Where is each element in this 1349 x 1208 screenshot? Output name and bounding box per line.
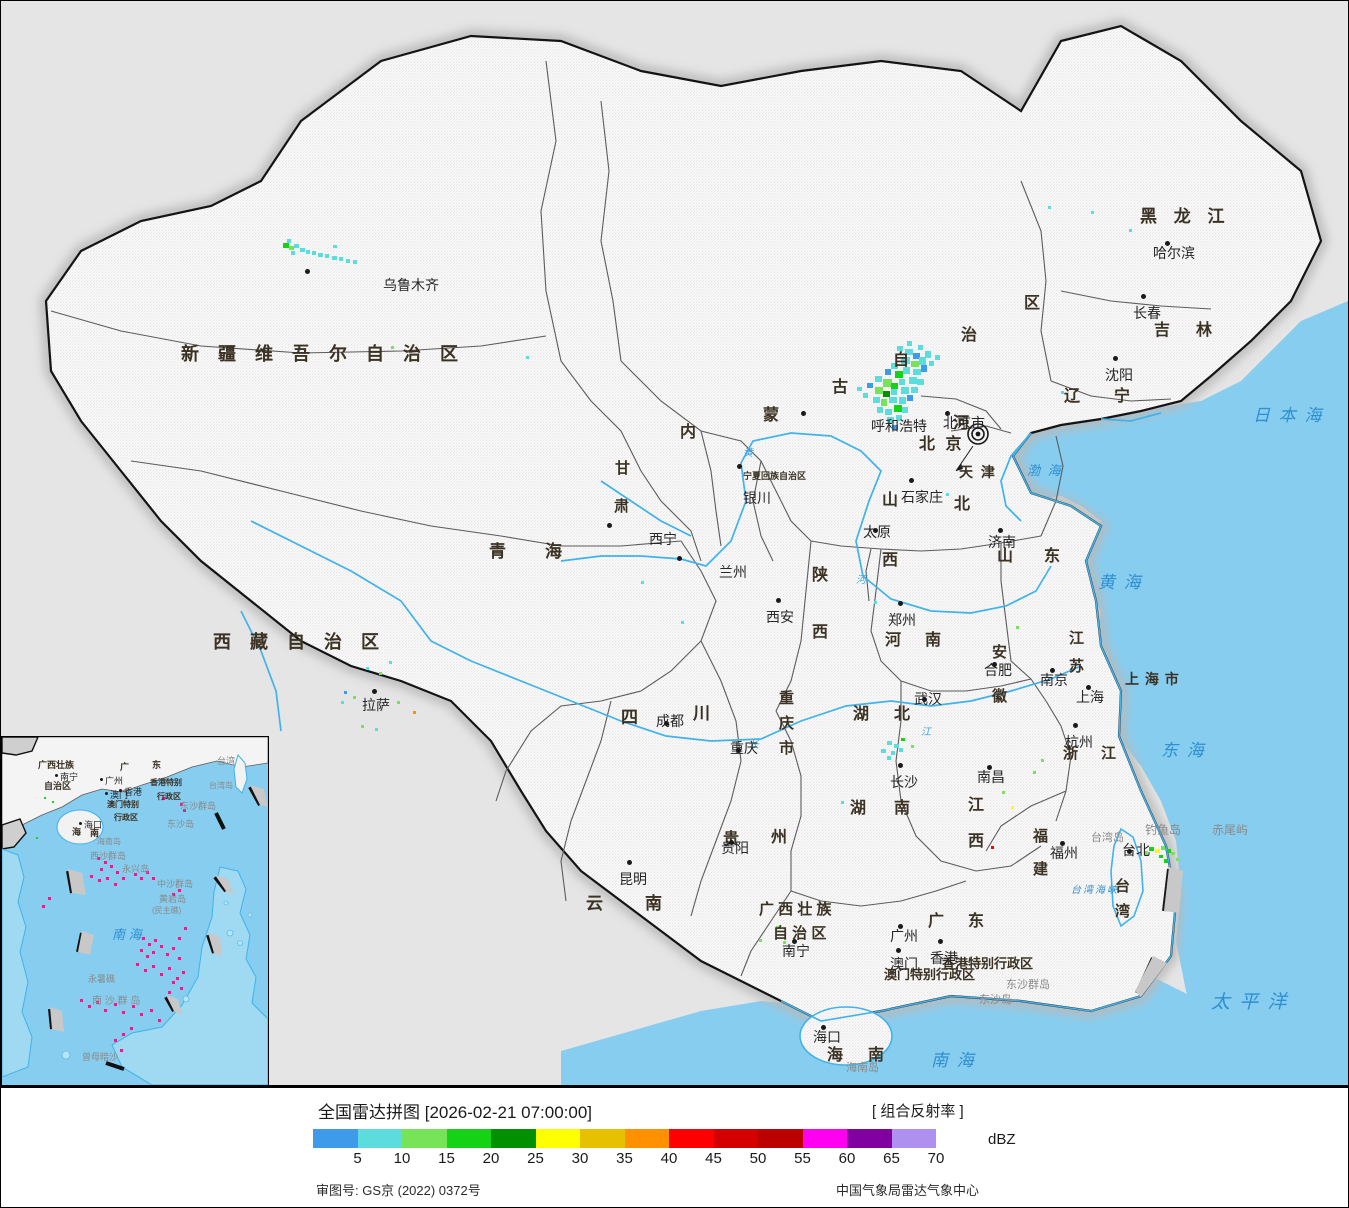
inset-city-marker-海口 (79, 822, 82, 825)
city-marker-郑州 (898, 601, 903, 606)
city-marker-呼和浩特 (801, 411, 806, 416)
city-marker-海口 (821, 1025, 826, 1030)
city-marker-银川 (737, 464, 742, 469)
city-marker-杭州 (1073, 723, 1078, 728)
colorbar-swatch-10[interactable] (758, 1129, 803, 1148)
map-approval-number: 审图号: GS京 (2022) 0372号 (316, 1183, 481, 1198)
colorbar-tick-25: 25 (527, 1150, 544, 1167)
south-china-sea-inset[interactable]: 广西壮族 自治区广东香港特别 行政区 澳门特别 行政区海南台湾 台湾岛 海南岛 东沙群岛 东沙岛… (1, 736, 269, 1085)
city-marker-长沙 (898, 763, 903, 768)
city-marker-沈阳 (1113, 356, 1118, 361)
city-marker-南昌 (987, 765, 992, 770)
legend-title: 全国雷达拼图 [2026-02-21 07:00:00] (318, 1103, 593, 1122)
reef-markers (42, 797, 187, 1052)
city-marker-广州 (898, 924, 903, 929)
colorbar-swatch-3[interactable] (446, 1129, 491, 1148)
city-marker-西安 (776, 598, 781, 603)
colorbar-tick-35: 35 (616, 1150, 633, 1167)
echo-hunan (881, 738, 914, 760)
colorbar-swatch-0[interactable] (313, 1129, 358, 1148)
inset-city-marker-澳门 (105, 792, 108, 795)
city-marker-澳门 (896, 948, 901, 953)
echo-scattered (391, 206, 1132, 944)
city-marker-武汉 (922, 697, 927, 702)
boundary-mark-shadows (1135, 867, 1183, 997)
colorbar-swatch-6[interactable] (580, 1129, 625, 1148)
city-marker-合肥 (992, 662, 997, 667)
river-layer (240, 412, 1162, 742)
city-marker-香港 (938, 939, 943, 944)
inset-city-marker-香港 (119, 789, 122, 792)
colorbar-swatch-4[interactable] (491, 1129, 536, 1148)
echo-xinjiang (283, 239, 357, 264)
city-marker-济南 (998, 528, 1003, 533)
city-marker-北京市 (945, 411, 950, 416)
colorbar-tick-15: 15 (438, 1150, 455, 1167)
city-marker-拉萨 (372, 689, 377, 694)
nine-dash-shadow (50, 785, 268, 1032)
city-marker-重庆 (736, 748, 741, 753)
colorbar-tick-55: 55 (794, 1150, 811, 1167)
inset-graphics (2, 737, 268, 1085)
colorbar-tick-70: 70 (927, 1150, 945, 1167)
city-marker-昆明 (627, 860, 632, 865)
city-marker-成都 (664, 721, 669, 726)
city-marker-乌鲁木齐 (305, 269, 310, 274)
colorbar-tick-5: 5 (353, 1150, 362, 1167)
dbz-colorbar[interactable] (313, 1129, 981, 1148)
city-marker-太原 (873, 528, 878, 533)
city-marker-福州 (1060, 841, 1065, 846)
coastline (780, 432, 1177, 1022)
publisher-name: 中国气象局雷达气象中心 (836, 1183, 980, 1198)
city-marker-上海 (1086, 685, 1091, 690)
colorbar-tick-45: 45 (705, 1150, 722, 1167)
inset-city-marker-南宁 (55, 774, 58, 777)
china-radar-map[interactable]: 新 疆 维 吾 尔 自 治 区西 藏 自 治 区青海甘肃四川云南贵州广 西 壮 … (0, 0, 1349, 1086)
colorbar-tick-40: 40 (660, 1150, 678, 1167)
colorbar-tick-50: 50 (749, 1150, 767, 1167)
colorbar-tick-10: 10 (393, 1150, 411, 1167)
dbz-unit-label: dBZ (988, 1131, 1016, 1148)
colorbar-tick-65: 65 (883, 1150, 900, 1167)
colorbar-swatch-5[interactable] (535, 1129, 580, 1148)
colorbar-swatch-7[interactable] (624, 1129, 669, 1148)
inset-city-marker-广州 (100, 778, 103, 781)
echo-inner-mongolia (857, 341, 940, 430)
echo-tibet (341, 661, 416, 731)
city-marker-哈尔滨 (1165, 241, 1170, 246)
city-marker-台北 (1127, 849, 1132, 854)
colorbar-swatch-2[interactable] (402, 1129, 447, 1148)
province-boundaries (50, 60, 1212, 977)
colorbar-tick-30: 30 (571, 1150, 589, 1167)
city-marker-贵阳 (729, 840, 734, 845)
city-marker-南宁 (792, 939, 797, 944)
city-marker-西宁 (607, 523, 612, 528)
legend-product-label: [ 组合反射率 ] (872, 1103, 964, 1120)
city-marker-长春 (1141, 294, 1146, 299)
city-marker-南京 (1050, 668, 1055, 673)
colorbar-swatch-8[interactable] (669, 1129, 714, 1148)
radar-echo-layer (283, 206, 1179, 944)
colorbar-swatch-14[interactable] (936, 1129, 981, 1148)
echo-taiwan-ne (1144, 846, 1179, 863)
colorbar-swatch-9[interactable] (713, 1129, 758, 1148)
colorbar-swatch-13[interactable] (891, 1129, 936, 1148)
colorbar-swatch-12[interactable] (847, 1129, 892, 1148)
colorbar-tick-20: 20 (482, 1150, 500, 1167)
colorbar-tick-60: 60 (838, 1150, 856, 1167)
colorbar-swatch-1[interactable] (357, 1129, 402, 1148)
ocean-layer (561, 301, 1348, 1085)
colorbar-swatch-11[interactable] (802, 1129, 847, 1148)
beijing-radar-site-marker (955, 423, 989, 472)
city-marker-兰州 (677, 556, 682, 561)
city-marker-石家庄 (909, 478, 914, 483)
